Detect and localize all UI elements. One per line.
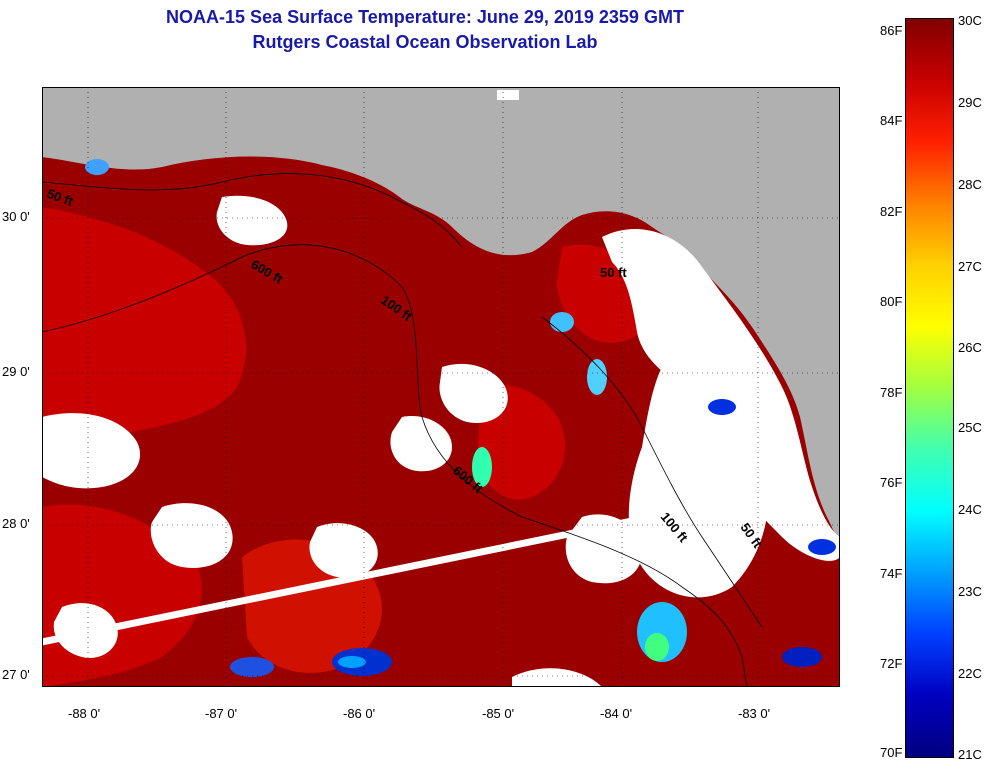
colorbar-c-label: 27C [958, 259, 982, 274]
longitude-label: -86 0' [343, 706, 376, 721]
latitude-label: 28 0' [2, 516, 30, 531]
colorbar-f-label: 72F [880, 656, 903, 671]
warm-water-band [42, 207, 247, 452]
contour-label: 50 ft [600, 265, 627, 280]
colorbar-f-label: 82F [880, 204, 903, 219]
latitude-label: 30 0' [2, 209, 30, 224]
colorbar-c-label: 21C [958, 747, 982, 762]
latitude-label: 29 0' [2, 364, 30, 379]
longitude-label: -85 0' [482, 706, 515, 721]
colorbar-c-label: 28C [958, 177, 982, 192]
colorbar-c-label: 23C [958, 584, 982, 599]
colorbar-gradient [905, 18, 954, 758]
bathymetry-contours [42, 173, 763, 687]
colorbar-f-label: 74F [880, 566, 903, 581]
colorbar-c-label: 24C [958, 502, 982, 517]
colorbar-c-label: 30C [958, 13, 982, 28]
colorbar-c-label: 29C [958, 95, 982, 110]
colorbar-f-label: 80F [880, 294, 903, 309]
colorbar-c-label: 22C [958, 666, 982, 681]
map-title: NOAA-15 Sea Surface Temperature: June 29… [166, 7, 684, 27]
colorbar-f-label: 86F [880, 23, 903, 38]
longitude-label: -83 0' [738, 706, 771, 721]
colorbar-f-label: 84F [880, 113, 903, 128]
colorbar-f-label: 78F [880, 385, 903, 400]
colorbar-f-label: 70F [880, 745, 903, 760]
sst-map: 50 ft 600 ft 100 ft 50 ft 600 ft 100 ft … [42, 87, 840, 687]
cool-water-spots [85, 159, 836, 677]
colorbar-f-label: 76F [880, 475, 903, 490]
colorbar-c-label: 26C [958, 340, 982, 355]
swath-gap [42, 515, 643, 646]
longitude-label: -84 0' [600, 706, 633, 721]
latitude-label: 27 0' [2, 667, 30, 682]
map-subtitle: Rutgers Coastal Ocean Observation Lab [252, 32, 598, 52]
longitude-label: -87 0' [205, 706, 238, 721]
colorbar-c-label: 25C [958, 420, 982, 435]
graticule [42, 87, 840, 687]
longitude-label: -88 0' [68, 706, 101, 721]
